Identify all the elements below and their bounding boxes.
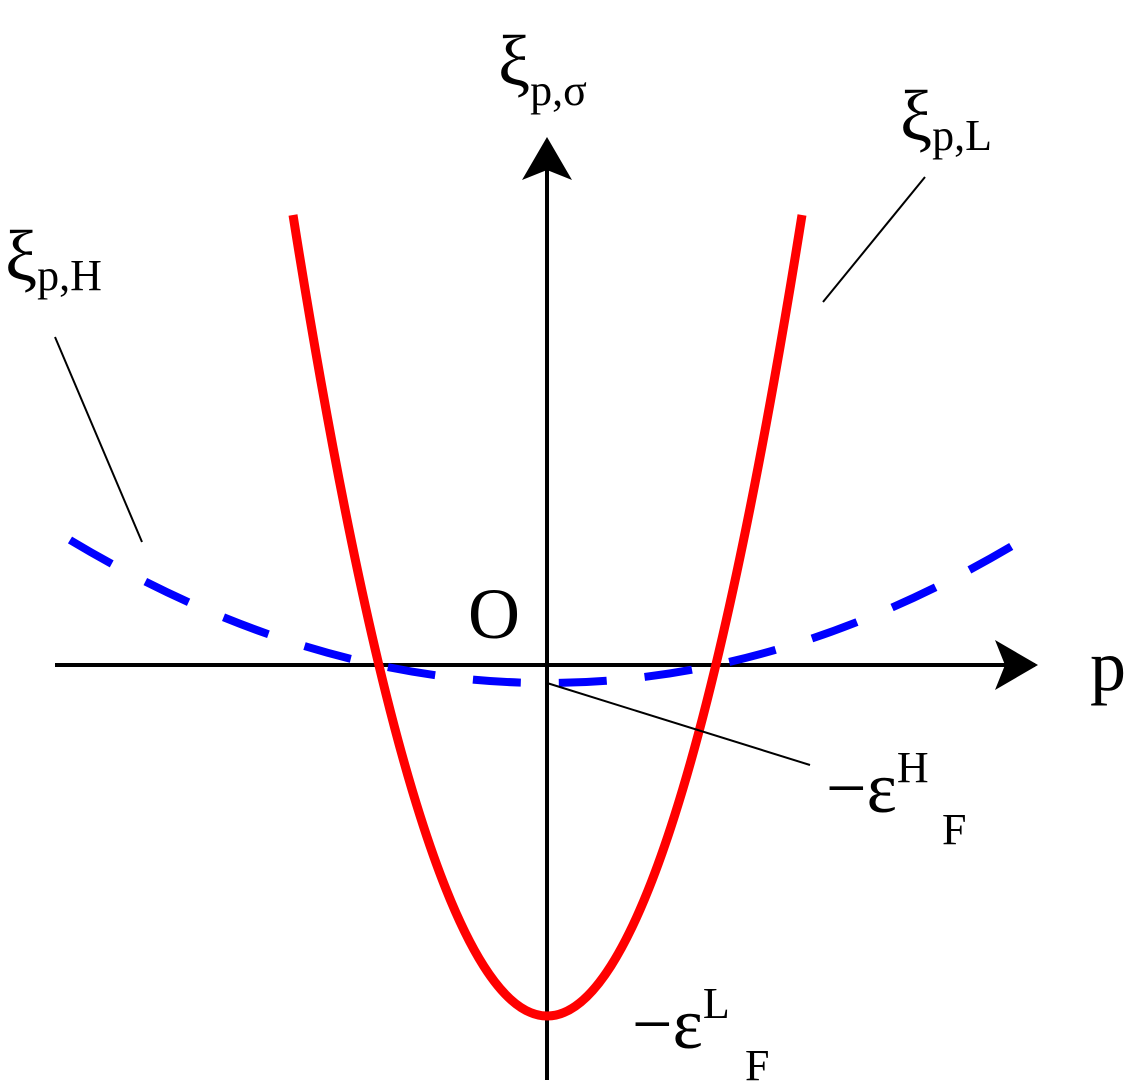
y-arrow: [522, 137, 572, 180]
x-arrow: [995, 640, 1038, 690]
annotation: −εLF: [632, 979, 769, 1088]
symbol: ξ: [5, 216, 37, 296]
leader-line: [546, 682, 811, 766]
leader-line: [54, 336, 143, 543]
x-axis-label: p: [1090, 626, 1126, 706]
symbol: ξ: [900, 76, 932, 156]
superscript: H: [897, 743, 929, 792]
origin-label: O: [468, 574, 520, 654]
curve-label: ξp,H: [5, 216, 102, 300]
subscript: p,σ: [530, 66, 587, 115]
subscript: F: [942, 805, 966, 854]
superscript: L: [703, 979, 730, 1028]
y-axis-label: ξp,σ: [498, 21, 587, 115]
symbol: ε: [673, 984, 703, 1064]
sign: −: [826, 748, 867, 828]
annotation: −εHF: [826, 743, 966, 854]
curve-light: [288, 214, 807, 1021]
leader-line: [822, 176, 926, 303]
subscript: p,L: [932, 111, 992, 160]
sign: −: [632, 984, 673, 1064]
subscript: p,H: [37, 251, 102, 300]
subscript: F: [745, 1041, 769, 1088]
symbol: ε: [867, 748, 897, 828]
symbol: ξ: [498, 21, 530, 101]
curve-label: ξp,L: [900, 76, 992, 160]
